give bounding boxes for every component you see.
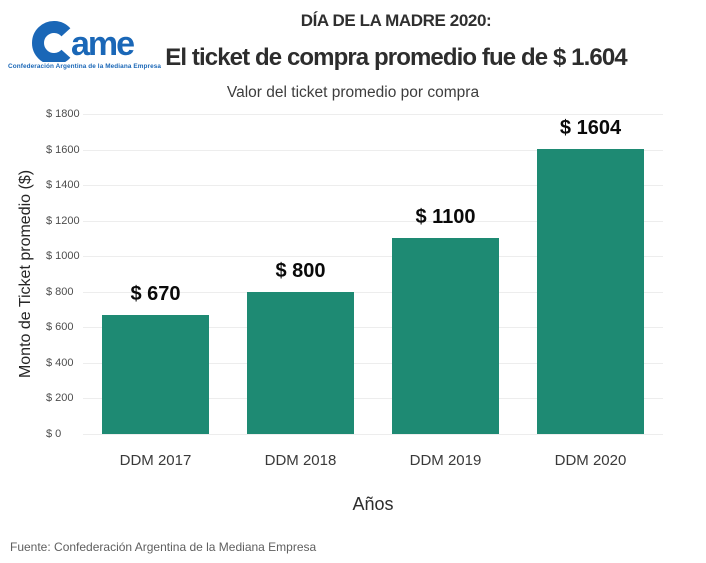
kicker-title: DÍA DE LA MADRE 2020: bbox=[300, 11, 492, 30]
came-logo-tagline: Confederación Argentina de la Mediana Em… bbox=[8, 63, 162, 70]
gridline bbox=[83, 256, 663, 258]
x-category-label: DDM 2018 bbox=[264, 452, 337, 469]
gridline bbox=[83, 149, 663, 151]
bar-series: $ 670 $ 800 $ 1100 $ 1604 bbox=[83, 114, 663, 434]
came-logo: ame Confederación Argentina de la Median… bbox=[8, 10, 162, 70]
bar-column: $ 1100 bbox=[373, 114, 518, 434]
y-tick-label: $ 0 bbox=[46, 428, 62, 440]
y-tick-label: $ 1000 bbox=[46, 250, 80, 263]
gridline bbox=[83, 291, 663, 293]
x-axis-category-labels: DDM 2017 DDM 2018 DDM 2019 DDM 2020 bbox=[83, 452, 663, 469]
y-tick-label: $ 200 bbox=[46, 392, 74, 405]
chart-subtitle: Valor del ticket promedio por compra bbox=[226, 84, 480, 101]
gridline bbox=[83, 220, 663, 222]
gridline bbox=[83, 327, 663, 329]
bar-column: $ 1604 bbox=[518, 114, 663, 434]
y-tick-label: $ 600 bbox=[46, 321, 74, 334]
bar-column: $ 800 bbox=[228, 114, 373, 434]
y-tick-label: $ 1800 bbox=[46, 108, 80, 120]
bar-value-label: $ 1604 bbox=[559, 116, 622, 139]
gridline bbox=[83, 185, 663, 187]
gridline bbox=[83, 398, 663, 400]
bar-ddm-2019 bbox=[391, 238, 500, 434]
x-axis-title: Años bbox=[352, 494, 394, 514]
plot-area: $ 670 $ 800 $ 1100 $ 1604 bbox=[83, 114, 663, 435]
y-tick-label: $ 400 bbox=[46, 356, 74, 369]
gridline bbox=[83, 434, 663, 435]
x-category-label: DDM 2019 bbox=[409, 452, 482, 469]
y-axis-title: Monto de Ticket promedio ($) bbox=[17, 169, 34, 379]
y-tick-label: $ 1200 bbox=[46, 214, 80, 227]
came-logo-text: ame bbox=[71, 25, 134, 62]
bar-ddm-2018 bbox=[246, 291, 355, 434]
y-tick-label: $ 1600 bbox=[46, 143, 80, 156]
bar-ddm-2020 bbox=[536, 148, 645, 434]
y-axis-tick-labels: $ 0 $ 200 $ 400 $ 600 $ 800 $ 1000 $ 1200 $ 140… bbox=[46, 108, 82, 440]
bar-value-label: $ 1100 bbox=[415, 206, 476, 229]
gridline bbox=[83, 362, 663, 364]
came-logo-c-ring bbox=[31, 21, 70, 62]
page-title: El ticket de compra promedio fue de $ 1.… bbox=[165, 44, 627, 71]
y-tick-label: $ 800 bbox=[46, 285, 74, 298]
y-tick-label: $ 1400 bbox=[46, 179, 80, 192]
source-note: Fuente: Confederación Argentina de la Me… bbox=[10, 540, 317, 554]
bar-column: $ 670 bbox=[83, 114, 228, 434]
bar-value-label: $ 800 bbox=[275, 259, 326, 282]
bar-ddm-2017 bbox=[101, 314, 210, 434]
bar-value-label: $ 670 bbox=[130, 282, 181, 305]
x-category-label: DDM 2020 bbox=[554, 452, 627, 469]
came-logo-mark: ame bbox=[31, 21, 136, 62]
gridline bbox=[83, 114, 663, 115]
x-category-label: DDM 2017 bbox=[119, 452, 192, 469]
